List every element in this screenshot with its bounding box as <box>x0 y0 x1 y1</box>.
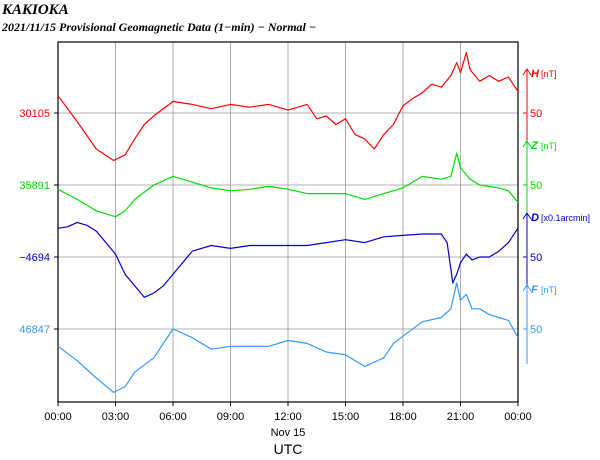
series-lines <box>57 51 519 393</box>
baseline-label-h: 30105 <box>19 108 50 120</box>
component-name-z: Z <box>530 140 539 152</box>
x-tick-label: 03:00 <box>102 411 130 423</box>
x-tick-label: 12:00 <box>274 411 302 423</box>
date-label: Nov 15 <box>271 427 306 439</box>
chart-subtitle: 2021/11/15 Provisional Geomagnetic Data … <box>2 20 317 34</box>
component-unit-z: [nT] <box>541 141 557 151</box>
station-title: KAKIOKA <box>2 2 69 18</box>
x-tick-label: 18:00 <box>389 411 417 423</box>
x-tick-label: 09:00 <box>217 411 245 423</box>
x-tick-label: 00:00 <box>504 411 532 423</box>
scale-arrow-icon <box>522 284 532 292</box>
component-name-h: H <box>531 68 540 80</box>
x-tick-label: 00:00 <box>44 411 72 423</box>
scale-arrow-icon <box>522 212 532 220</box>
x-tick-label: 21:00 <box>447 411 475 423</box>
component-unit-h: [nT] <box>541 69 557 79</box>
x-tick-label: 06:00 <box>159 411 187 423</box>
right-scales: H [nT]50Z [nT]50D [x0.1arcmin]50F [nT]50 <box>522 68 590 364</box>
scale-arrow-icon <box>522 68 532 76</box>
scale-value-z: 50 <box>530 180 542 192</box>
grid <box>57 41 519 403</box>
baseline-label-f: 46847 <box>19 324 50 336</box>
baseline-label-z: 35891 <box>19 180 50 192</box>
series-line-z <box>57 152 519 218</box>
scale-value-f: 50 <box>530 324 542 336</box>
series-line-f <box>57 282 519 393</box>
component-name-d: D <box>531 212 539 224</box>
series-line-d <box>57 221 519 298</box>
x-axis: 00:00 03:00 06:00 09:00 12:00 15:00 18:00 21:00… <box>44 402 532 457</box>
scale-value-d: 50 <box>530 252 542 264</box>
component-unit-d: [x0.1arcmin] <box>541 213 590 223</box>
baseline-labels: 30105 35891 −4694 46847 <box>19 108 58 336</box>
series-line-h <box>57 51 519 162</box>
scale-value-h: 50 <box>530 108 542 120</box>
x-axis-title: UTC <box>274 441 303 457</box>
component-unit-f: [nT] <box>541 285 557 295</box>
scale-arrow-icon <box>522 140 532 148</box>
component-name-f: F <box>531 284 538 296</box>
x-tick-label: 15:00 <box>332 411 360 423</box>
baseline-label-d: −4694 <box>19 252 50 264</box>
